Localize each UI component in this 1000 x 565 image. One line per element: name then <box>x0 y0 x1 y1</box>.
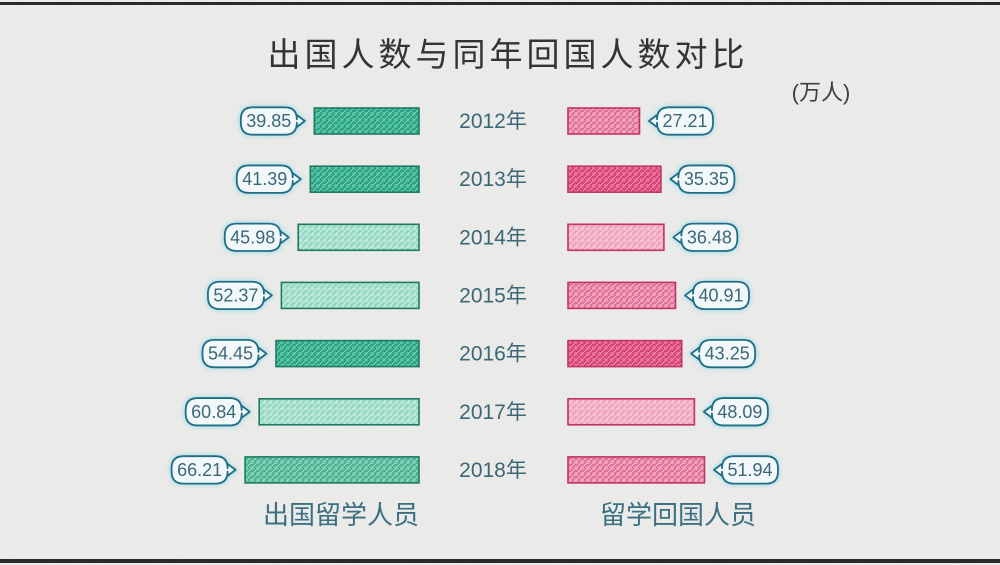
svg-text:35.35: 35.35 <box>684 169 729 189</box>
svg-text:2017年: 2017年 <box>459 401 527 424</box>
svg-text:48.09: 48.09 <box>717 402 762 422</box>
svg-text:52.37: 52.37 <box>213 285 258 305</box>
svg-text:36.48: 36.48 <box>687 227 732 247</box>
svg-text:60.84: 60.84 <box>191 402 236 422</box>
svg-text:51.94: 51.94 <box>727 460 772 480</box>
svg-text:2014年: 2014年 <box>459 226 527 249</box>
svg-text:66.21: 66.21 <box>177 460 222 480</box>
svg-text:留学回国人员: 留学回国人员 <box>600 500 756 530</box>
svg-text:2015年: 2015年 <box>459 284 527 307</box>
svg-text:43.25: 43.25 <box>705 344 750 364</box>
svg-text:2012年: 2012年 <box>459 110 527 133</box>
svg-text:出国人数与同年回国人数对比: 出国人数与同年回国人数对比 <box>268 36 749 73</box>
svg-text:27.21: 27.21 <box>662 111 707 131</box>
svg-text:出国留学人员: 出国留学人员 <box>263 500 419 530</box>
svg-text:39.85: 39.85 <box>246 111 291 131</box>
svg-text:41.39: 41.39 <box>242 169 287 189</box>
svg-text:45.98: 45.98 <box>230 227 275 247</box>
svg-text:2018年: 2018年 <box>459 459 527 482</box>
svg-text:2013年: 2013年 <box>459 168 527 191</box>
svg-text:54.45: 54.45 <box>208 344 253 364</box>
svg-text:(万人): (万人) <box>792 80 851 105</box>
svg-text:40.91: 40.91 <box>698 285 743 305</box>
svg-text:2016年: 2016年 <box>459 343 527 366</box>
